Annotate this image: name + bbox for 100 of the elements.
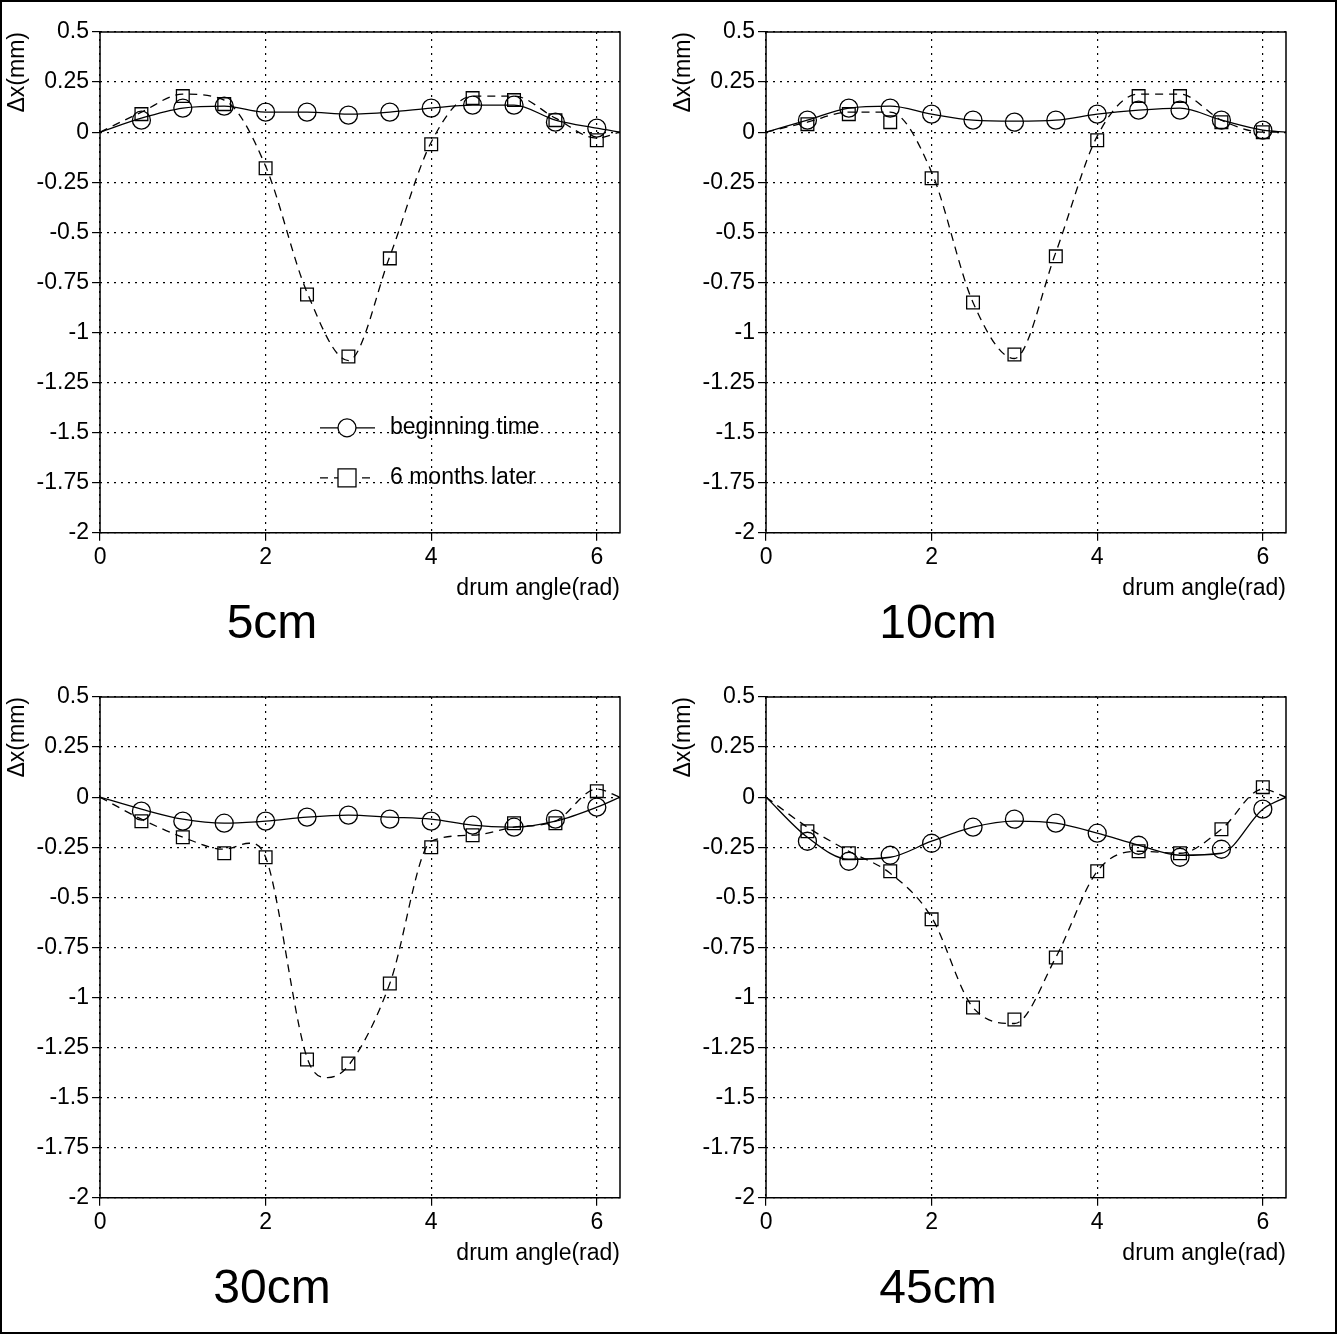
point: [421, 811, 441, 831]
point: [883, 864, 898, 879]
point: [338, 105, 359, 125]
y-tick-label: -2: [68, 518, 90, 545]
y-axis-title: Δx(mm): [3, 32, 30, 113]
text: 30cm: [213, 1260, 331, 1313]
point: [1004, 809, 1025, 829]
y-tick-label: -0.25: [36, 167, 90, 194]
point: [1087, 104, 1107, 124]
point: [255, 811, 276, 831]
y-tick-label: 0: [76, 117, 90, 144]
point: [963, 110, 983, 130]
y-tick-label: 0.25: [710, 67, 756, 94]
x-tick-label: 0: [93, 1207, 107, 1234]
point: [380, 102, 400, 122]
point: [1211, 110, 1232, 130]
point: [963, 817, 983, 837]
y-tick-label: 0: [76, 782, 90, 809]
point: [341, 1056, 356, 1071]
y-tick-label: -2: [734, 1183, 756, 1210]
x-tick-label: 0: [93, 542, 107, 569]
y-tick-label: 0: [742, 782, 756, 809]
y-tick-label: -1: [734, 982, 756, 1009]
x-tick-label: 2: [259, 1207, 273, 1234]
y-tick-label: -0.5: [49, 217, 90, 244]
point: [880, 845, 900, 865]
y-tick-label: 0.25: [44, 67, 90, 94]
x-axis-title: drum angle(rad): [456, 1238, 620, 1265]
point: [1131, 89, 1146, 104]
y-tick-label: -0.75: [36, 932, 90, 959]
point: [1214, 822, 1229, 837]
y-tick-label: -1.25: [36, 367, 90, 394]
point: [1048, 249, 1063, 264]
text: 45cm: [879, 1260, 997, 1313]
point: [131, 110, 152, 130]
y-tick-label: -1: [734, 317, 756, 344]
point: [839, 98, 859, 118]
y-tick-label: -0.75: [702, 932, 756, 959]
point: [341, 349, 356, 364]
point: [924, 171, 939, 186]
x-axis-title: drum angle(rad): [1122, 573, 1286, 600]
point: [1170, 100, 1190, 120]
point: [924, 912, 939, 927]
y-tick-label: -1: [68, 317, 90, 344]
point: [1048, 950, 1063, 965]
y-tick-label: -0.25: [702, 167, 756, 194]
point: [1211, 839, 1232, 859]
y-tick-label: -0.5: [715, 882, 756, 909]
point: [131, 801, 152, 821]
point: [173, 811, 193, 831]
point: [462, 95, 483, 115]
x-tick-label: 4: [424, 1207, 438, 1234]
y-axis-title: Δx(mm): [3, 697, 30, 778]
point: [797, 831, 818, 851]
x-tick-label: 6: [1256, 1207, 1270, 1234]
x-tick-label: 4: [1090, 1207, 1104, 1234]
point: [173, 98, 193, 118]
point: [966, 295, 981, 310]
text: 10cm: [879, 595, 997, 648]
y-axis-title: Δx(mm): [669, 697, 696, 778]
point: [214, 813, 234, 833]
point: [175, 89, 190, 104]
y-tick-label: -0.75: [702, 267, 756, 294]
point: [1090, 864, 1105, 879]
y-axis-title: Δx(mm): [669, 32, 696, 113]
y-tick-label: -1.25: [702, 1032, 756, 1059]
point: [1046, 813, 1066, 833]
point: [217, 846, 232, 861]
x-axis-title: drum angle(rad): [456, 573, 620, 600]
y-tick-label: -0.25: [36, 832, 90, 859]
point: [883, 115, 898, 130]
y-tick-label: -1.5: [715, 417, 756, 444]
point: [300, 1052, 315, 1067]
point: [880, 98, 900, 118]
y-tick-label: 0.5: [723, 17, 756, 44]
y-tick-label: 0: [742, 117, 756, 144]
point: [1007, 1012, 1022, 1027]
point: [966, 1000, 981, 1015]
point: [1128, 835, 1149, 855]
x-tick-label: 2: [925, 542, 939, 569]
y-tick-label: -0.25: [702, 832, 756, 859]
point: [921, 833, 942, 853]
x-tick-label: 4: [1090, 542, 1104, 569]
point: [1087, 823, 1107, 843]
x-tick-label: 6: [590, 542, 604, 569]
point: [587, 797, 607, 817]
point: [1253, 799, 1273, 819]
y-tick-label: -1.5: [715, 1082, 756, 1109]
point: [134, 814, 149, 829]
point: [1173, 89, 1188, 104]
point: [380, 809, 400, 829]
point: [462, 815, 483, 835]
x-axis-title: drum angle(rad): [1122, 1238, 1286, 1265]
legend-label: 6 months later: [390, 463, 537, 490]
point: [175, 830, 190, 845]
point: [545, 809, 566, 829]
point: [382, 251, 397, 266]
point: [1004, 112, 1025, 132]
y-tick-label: 0.5: [723, 682, 756, 709]
y-tick-label: 0.25: [710, 732, 756, 759]
